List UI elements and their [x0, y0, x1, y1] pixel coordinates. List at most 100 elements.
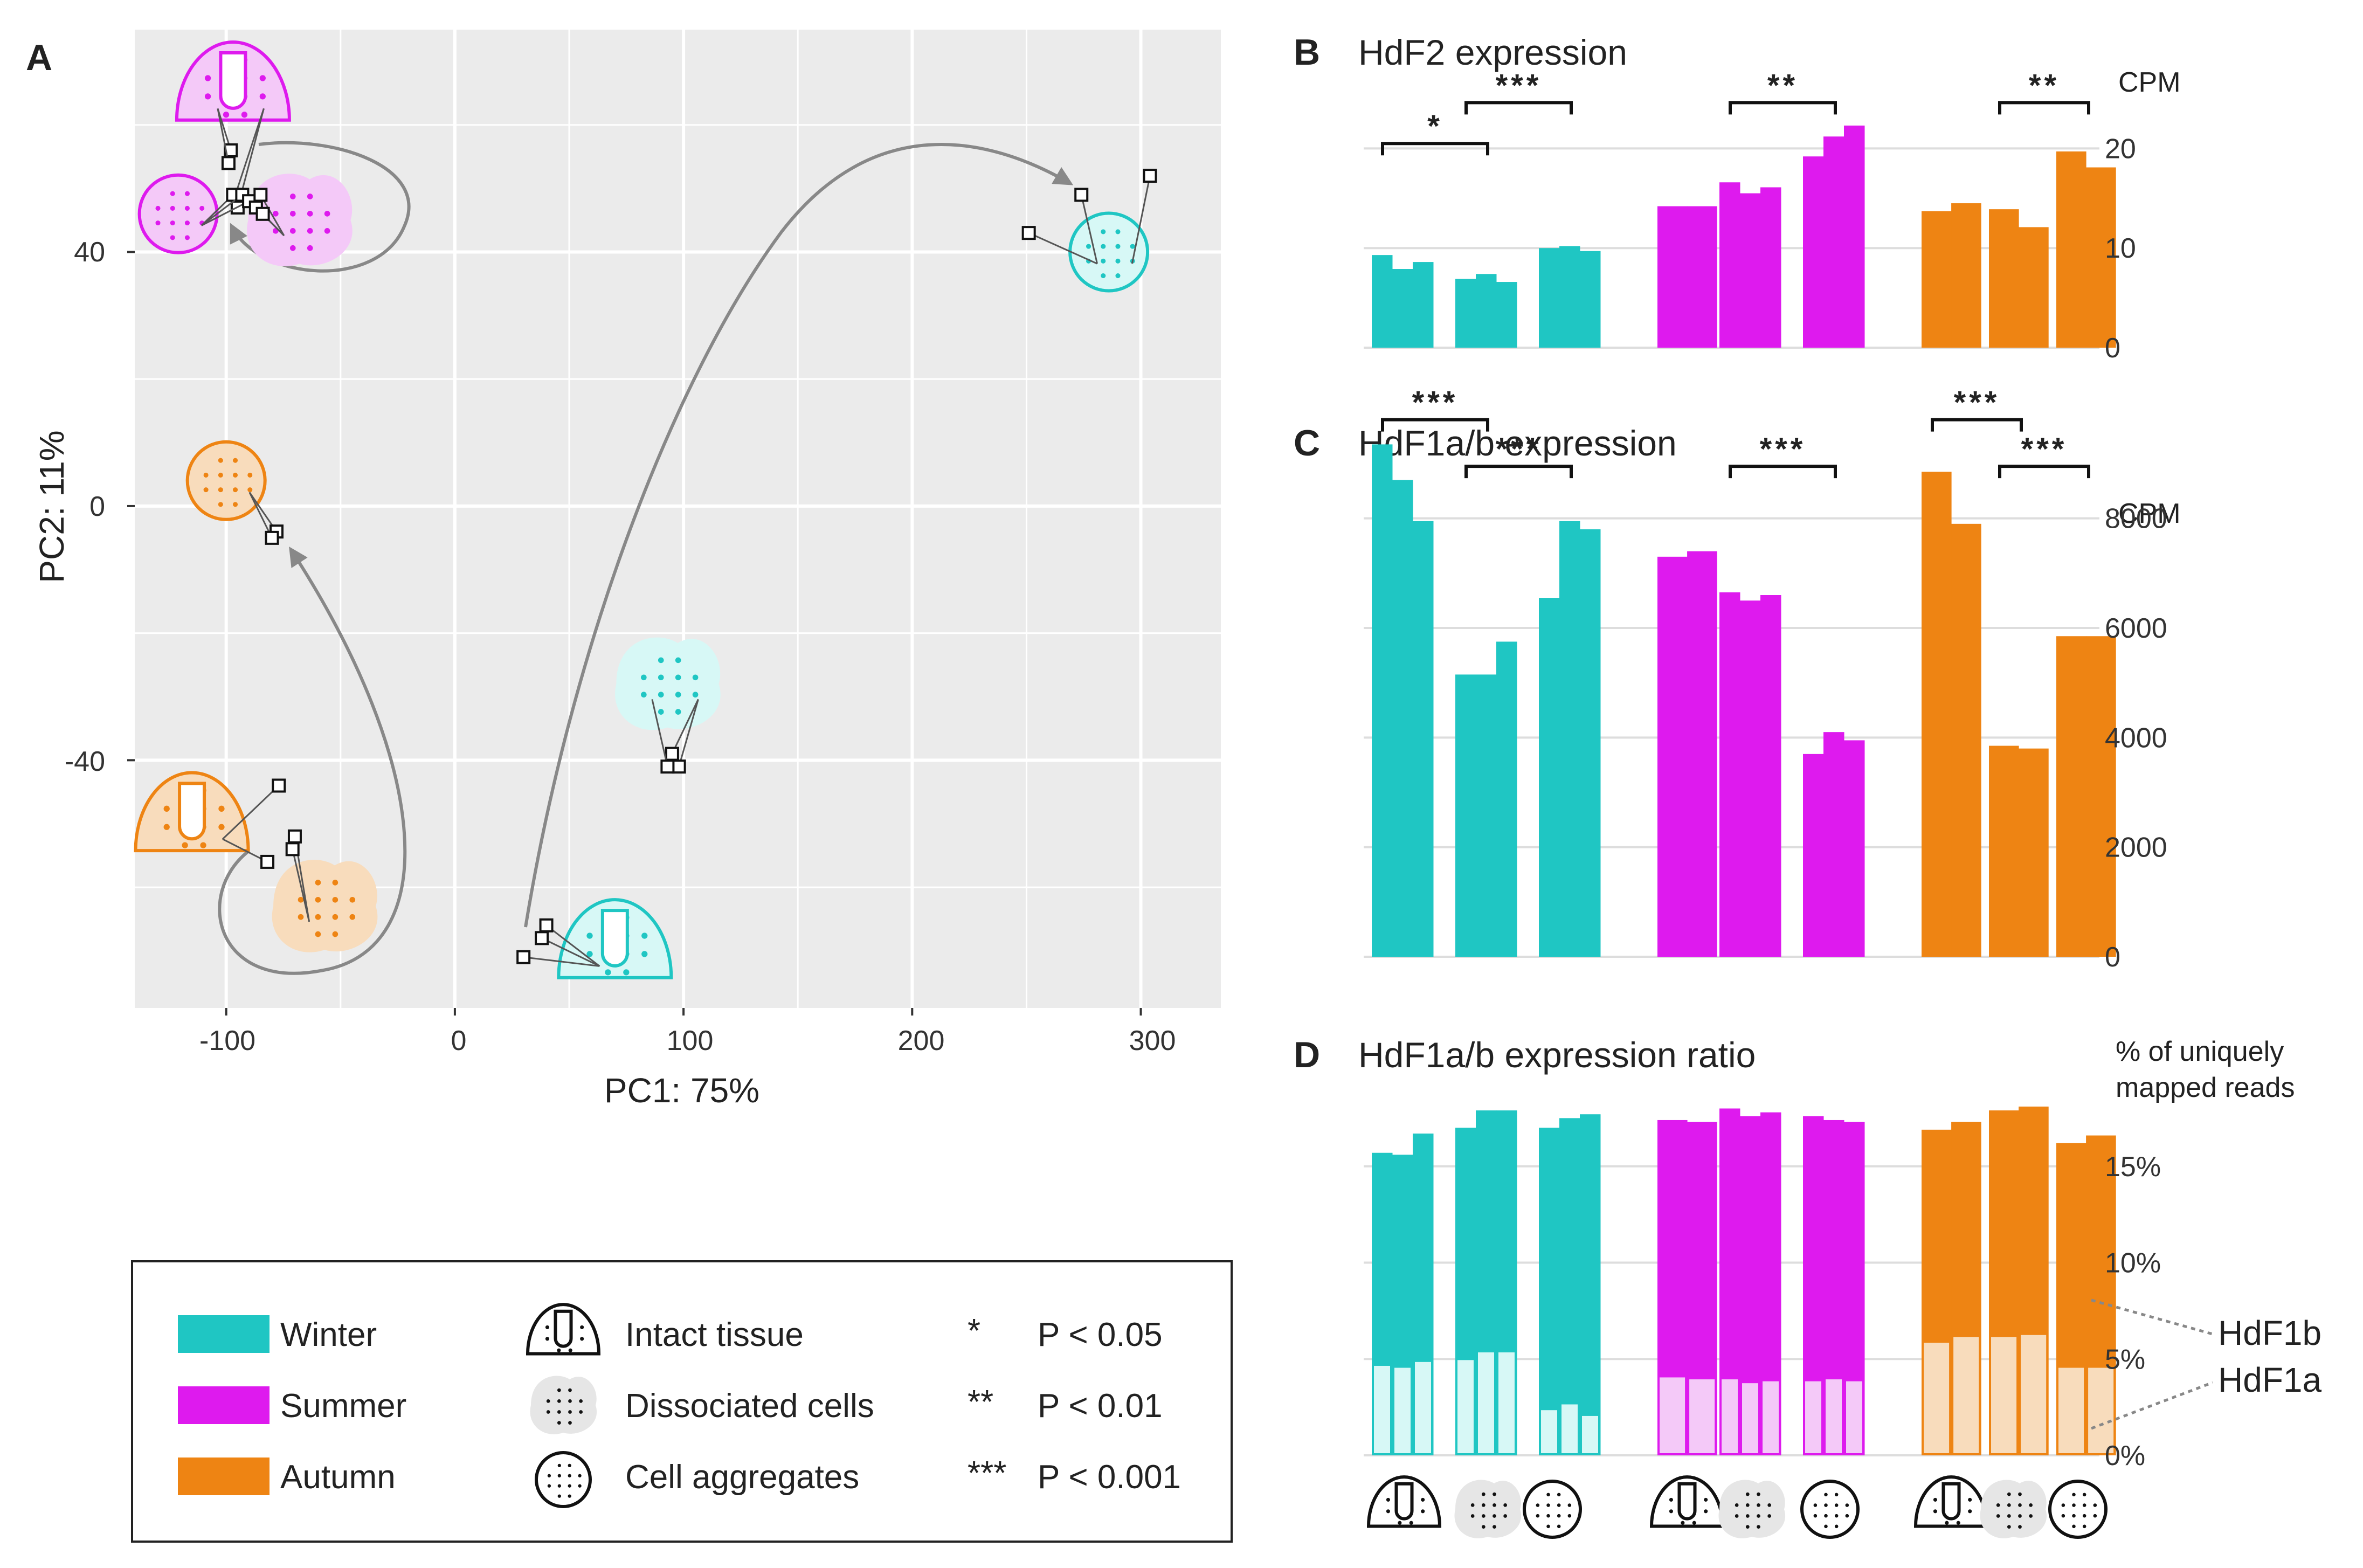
cell-dot: [1757, 1503, 1760, 1507]
pca-point: [539, 918, 554, 932]
pca-point: [1143, 169, 1157, 183]
y-tick-label: 0: [2105, 333, 2120, 364]
hdf1a-bar: [1559, 1402, 1580, 1456]
pca-point: [253, 188, 268, 202]
cell-dot: [568, 1474, 571, 1477]
state-icon-aggregate: [2048, 1480, 2108, 1539]
leader-line: [222, 785, 280, 840]
cell-dot: [1567, 1514, 1572, 1518]
bar: [1392, 480, 1413, 957]
bar: [1687, 551, 1717, 957]
panel-d-y-ticks: 0% 5% 10% 15%: [2105, 1151, 2161, 1472]
hdf1ab-panel: C HdF1a/b expression CPM ****** *********…: [1294, 385, 2181, 973]
cell-dot: [2082, 1514, 2086, 1518]
cell-dot: [307, 211, 313, 217]
significance-bracket: [1931, 418, 2023, 432]
significance-stars: ***: [1412, 385, 1459, 420]
cell-dot: [568, 1463, 571, 1468]
cell-dot: [218, 458, 223, 463]
panel-d-bars: [1372, 1106, 2116, 1456]
x-tick-label: 300: [1129, 1025, 1176, 1056]
cell-dot: [2007, 1492, 2011, 1496]
legend-box: [131, 1260, 1233, 1543]
cell-dot: [1681, 1521, 1685, 1525]
bar: [1989, 209, 2019, 348]
cell-dot: [1757, 1492, 1760, 1496]
cell-dot: [2061, 1514, 2065, 1518]
bar: [1951, 203, 1981, 348]
panel-b-unit: CPM: [2118, 67, 2181, 98]
state-icon-dissociated: [1718, 1480, 1786, 1538]
cell-dot: [200, 842, 206, 848]
bar: [1989, 745, 2019, 957]
panel-d-title: HdF1a/b expression ratio: [1358, 1035, 1756, 1075]
cell-dot: [289, 228, 296, 234]
legend-stars-3: ***: [968, 1455, 1006, 1492]
cell-dot: [557, 1494, 561, 1498]
cell-dot: [1101, 229, 1106, 234]
state-icon-tissue: [1649, 1475, 1725, 1528]
cell-dot: [557, 1484, 561, 1488]
cell-dot: [1557, 1503, 1561, 1507]
y-tick-label: 0%: [2105, 1440, 2145, 1472]
cell-dot: [2082, 1524, 2086, 1529]
cell-dot: [155, 205, 161, 211]
cell-dot: [641, 674, 647, 681]
cell-dot: [315, 931, 321, 937]
panel-c-significance: *** *** *** *** ***: [1381, 385, 2090, 479]
state-icon-dissociated: [1980, 1480, 2047, 1538]
cell-dot: [241, 112, 248, 118]
cell-dot: [2007, 1525, 2011, 1529]
cell-dot: [692, 674, 699, 681]
cell-dot: [1834, 1503, 1839, 1507]
pca-point: [665, 747, 679, 761]
cell-dot: [1968, 1509, 1972, 1514]
y-tick-label: 4000: [2105, 722, 2167, 754]
cell-dot: [1398, 1521, 1402, 1525]
bar: [1476, 274, 1497, 348]
x-tick-label: -100: [199, 1025, 255, 1056]
aggregate-outline: [2048, 1480, 2108, 1539]
cell-dot: [218, 472, 223, 478]
cell-dot: [1834, 1493, 1839, 1497]
cell-dot: [163, 824, 170, 830]
cell-dot: [580, 1337, 584, 1341]
cell-dot: [1767, 1514, 1771, 1518]
cell-dot: [232, 472, 238, 478]
cell-dot: [223, 112, 230, 118]
cell-dot: [545, 1325, 549, 1329]
tissue-lumen: [554, 1309, 573, 1348]
cell-dot: [247, 487, 253, 493]
bar: [1719, 182, 1740, 348]
leader-line: [545, 924, 600, 967]
cell-dot: [2018, 1492, 2022, 1496]
cell-dot: [1481, 1503, 1485, 1507]
cell-dot: [332, 931, 338, 937]
significance-stars: ***: [1496, 68, 1542, 103]
cell-dot: [315, 880, 321, 886]
legend: Winter Summer Autumn Intact tissue Disso…: [131, 1260, 1233, 1543]
cell-dot: [218, 487, 223, 493]
hdf1b-label: HdF1b: [2218, 1314, 2321, 1352]
cell-dot: [1933, 1509, 1937, 1514]
cell-dot: [204, 75, 211, 81]
cell-dot: [1086, 244, 1091, 249]
cell-dot: [2082, 1503, 2086, 1507]
hdf1a-bar: [1803, 1379, 1823, 1455]
cell-dot: [586, 951, 593, 957]
hdf1a-bar: [1657, 1375, 1688, 1456]
panel-c-y-ticks: 0 2000 4000 6000 8000: [2105, 503, 2167, 973]
bar: [1539, 248, 1560, 348]
hdf1a-bar: [1922, 1341, 1952, 1455]
aggregate-outline: [1068, 211, 1150, 293]
cell-dot: [557, 1463, 561, 1468]
cell-dot: [203, 487, 209, 493]
significance-stars: *: [1427, 109, 1443, 144]
pca-panel: A -100 0 100 200 300 40 0 -40 PC1: 75% P…: [26, 30, 1221, 1110]
cell-dot: [289, 245, 296, 251]
cell-dot: [289, 194, 296, 199]
cell-dot: [307, 245, 313, 251]
cell-dot: [1745, 1503, 1750, 1507]
cell-dot: [1945, 1521, 1949, 1525]
